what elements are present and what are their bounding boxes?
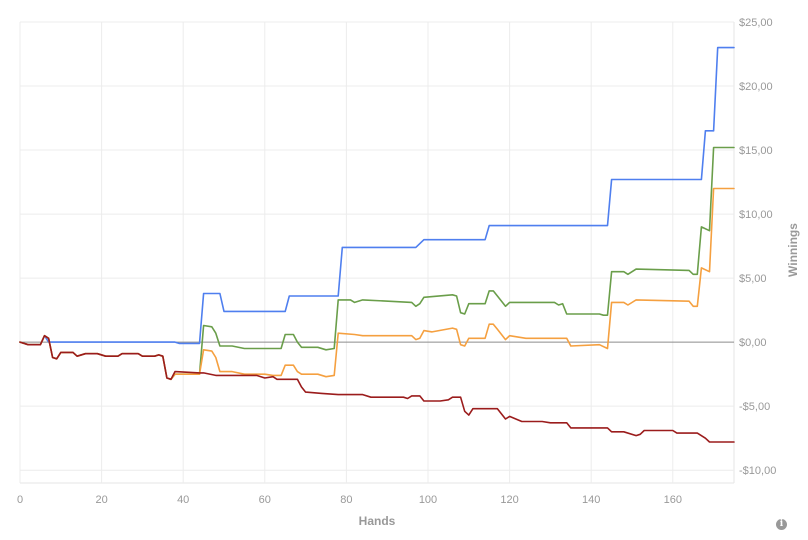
- series-line-1: [19, 46, 735, 346]
- y-tick-label: $10,00: [739, 209, 773, 221]
- series-line-2: [19, 146, 735, 381]
- x-tick-label: 100: [419, 494, 437, 506]
- x-tick-label: 80: [340, 494, 352, 506]
- x-axis-title: Hands: [359, 514, 396, 528]
- y-axis-title: Winnings: [786, 223, 800, 277]
- series-lines: [19, 46, 735, 443]
- y-tick-label: $5,00: [739, 273, 767, 285]
- x-tick-label: 160: [664, 494, 682, 506]
- y-tick-label: $0,00: [739, 337, 767, 349]
- y-tick-label: $20,00: [739, 81, 773, 93]
- y-tick-label: -$10,00: [739, 465, 776, 477]
- x-tick-label: 0: [17, 494, 23, 506]
- gridlines: [19, 21, 735, 484]
- y-tick-label: $25,00: [739, 17, 773, 29]
- x-axis-ticks: 0 20 40 60 80 100 120 140 160: [17, 494, 682, 506]
- series-line-4: [19, 334, 735, 443]
- x-tick-label: 60: [259, 494, 271, 506]
- y-tick-label: -$5,00: [739, 401, 770, 413]
- y-tick-label: $15,00: [739, 145, 773, 157]
- x-tick-label: 20: [95, 494, 107, 506]
- x-tick-label: 120: [500, 494, 518, 506]
- series-line-3: [19, 187, 735, 381]
- info-icon[interactable]: i: [776, 519, 787, 530]
- y-axis-ticks: $25,00 $20,00 $15,00 $10,00 $5,00 $0,00 -$5,00…: [739, 17, 776, 477]
- x-tick-label: 40: [177, 494, 189, 506]
- x-tick-label: 140: [582, 494, 600, 506]
